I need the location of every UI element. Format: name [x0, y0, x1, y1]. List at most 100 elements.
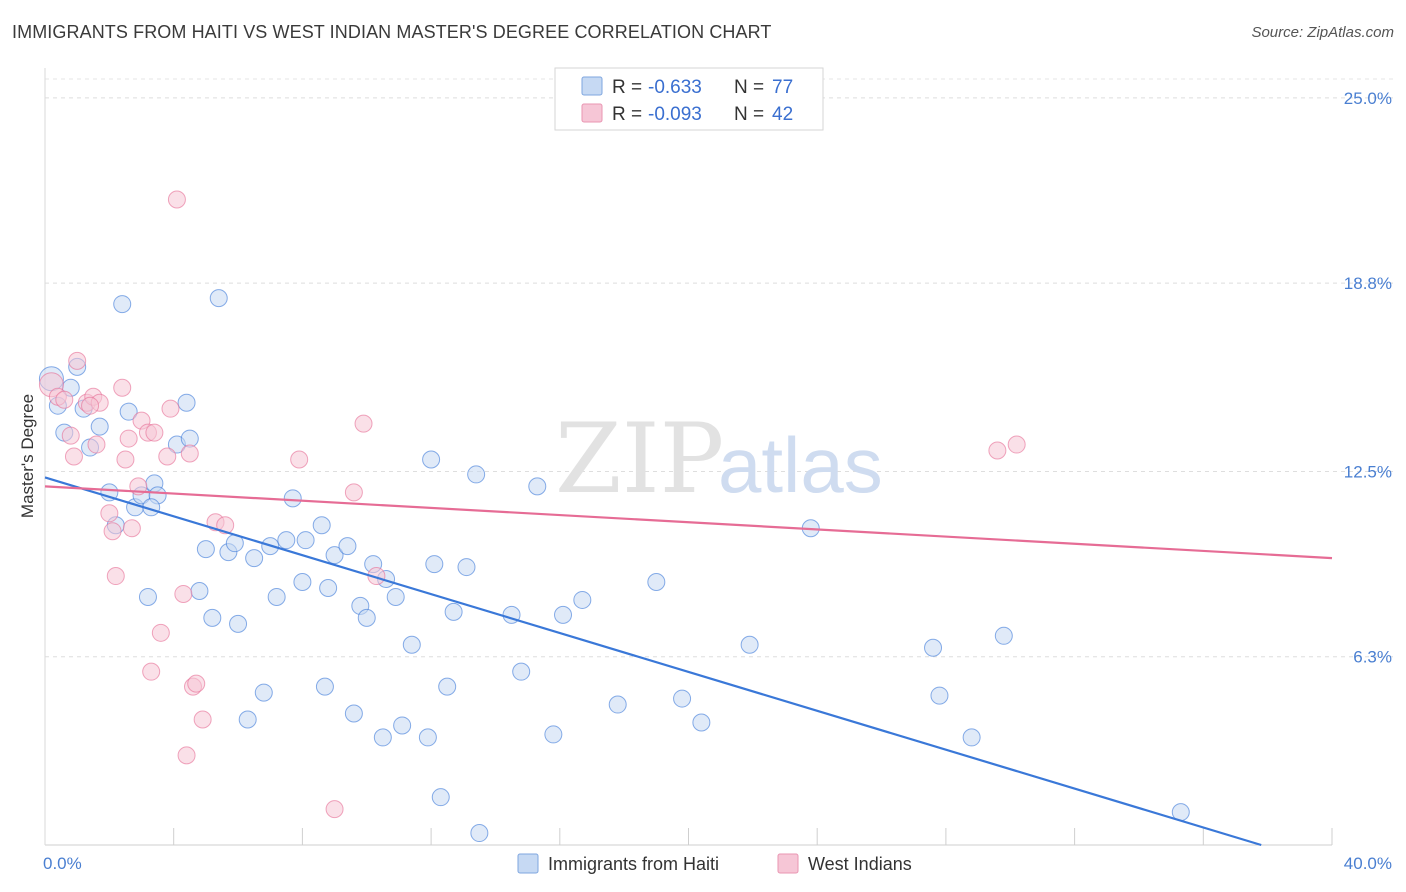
haiti-point-76 — [238, 710, 257, 729]
legend-n-value-2: 42 — [772, 104, 793, 125]
haiti-point-27 — [245, 549, 264, 568]
y-tick-label-3: 25.0% — [1344, 89, 1392, 108]
haiti-point-64 — [608, 695, 627, 714]
x-tick-marks — [173, 828, 1333, 845]
watermark: ZIP atlas — [555, 403, 883, 515]
trend-lines — [44, 476, 1333, 847]
haiti-point-44 — [373, 728, 392, 747]
west-indians-point-39 — [1007, 435, 1026, 454]
haiti-point-50 — [422, 450, 441, 469]
haiti-point-38 — [325, 546, 344, 565]
west-indians-point-25 — [174, 584, 193, 603]
legend-swatch-blue — [581, 76, 603, 96]
haiti-point-30 — [267, 587, 286, 606]
legend-r-label-1: R = — [612, 77, 642, 98]
west-indians-point-34 — [325, 800, 344, 819]
west-indians-point-33 — [290, 450, 309, 469]
haiti-point-15 — [113, 295, 132, 314]
west-indians-point-4 — [64, 447, 83, 466]
west-indians-point-40 — [81, 396, 100, 415]
west-indians-point-14 — [116, 450, 135, 469]
west-indians-point-20 — [142, 662, 161, 681]
haiti-point-54 — [444, 602, 463, 621]
west-indians-point-2 — [55, 390, 74, 409]
y-axis-label: Master's Degree — [18, 394, 37, 518]
haiti-point-53 — [438, 677, 457, 696]
haiti-point-61 — [544, 725, 563, 744]
west-indians-point-3 — [61, 426, 80, 445]
west-indians-point-36 — [354, 414, 373, 433]
gridlines — [45, 78, 1394, 658]
source-note: Source: ZipAtlas.com — [1251, 24, 1394, 41]
haiti-point-36 — [315, 677, 334, 696]
legend-swatch-pink — [581, 103, 603, 123]
watermark-atlas: atlas — [718, 421, 883, 509]
west-indians-point-29 — [193, 710, 212, 729]
haiti-point-70 — [924, 638, 943, 657]
west-indians-point-21 — [151, 623, 170, 642]
bottom-legend-label-west-indians: West Indians — [808, 854, 912, 874]
haiti-point-46 — [386, 587, 405, 606]
haiti-point-71 — [930, 686, 949, 705]
haiti-point-62 — [554, 605, 573, 624]
west-indians-point-8 — [87, 435, 106, 454]
haiti-point-21 — [190, 581, 209, 600]
haiti-point-22 — [196, 540, 215, 559]
haiti-point-8 — [119, 402, 138, 421]
legend-r-value-2: -0.093 — [648, 104, 702, 125]
haiti-point-59 — [512, 662, 531, 681]
haiti-point-67 — [692, 713, 711, 732]
haiti-point-52 — [431, 788, 450, 807]
y-tick-labels: 6.3% 12.5% 18.8% 25.0% — [1344, 89, 1392, 667]
legend-n-value-1: 77 — [772, 77, 793, 98]
west-indians-point-5 — [68, 351, 87, 370]
x-tick-label-max: 40.0% — [1344, 854, 1392, 873]
haiti-point-26 — [229, 614, 248, 633]
haiti-point-51 — [425, 555, 444, 574]
west-indians-point-38 — [988, 441, 1007, 460]
bottom-legend: Immigrants from Haiti West Indians — [517, 853, 912, 874]
bottom-legend-swatch-west-indians — [777, 853, 799, 874]
watermark-zip: ZIP — [555, 403, 724, 515]
haiti-point-55 — [457, 558, 476, 577]
west-indians-point-23 — [161, 399, 180, 418]
west-indians-point-41 — [145, 423, 164, 442]
west-indians-point-15 — [119, 429, 138, 448]
west-indians-point-16 — [122, 519, 141, 538]
haiti-point-48 — [402, 635, 421, 654]
legend: R = -0.633 N = 77 R = -0.093 N = 42 — [554, 67, 824, 131]
haiti-point-40 — [344, 704, 363, 723]
legend-n-label-1: N = — [734, 77, 764, 98]
west-indians-point-22 — [158, 447, 177, 466]
haiti-trend-line — [44, 476, 1262, 847]
haiti-point-72 — [962, 728, 981, 747]
legend-r-label-2: R = — [612, 104, 642, 125]
haiti-point-73 — [994, 626, 1013, 645]
haiti-point-63 — [573, 590, 592, 609]
y-tick-label-2: 18.8% — [1344, 274, 1392, 293]
west-indians-point-10 — [100, 504, 119, 523]
haiti-point-49 — [418, 728, 437, 747]
scatter-points — [38, 190, 1190, 843]
x-tick-label-min: 0.0% — [43, 854, 82, 873]
bottom-legend-swatch-haiti — [517, 853, 539, 874]
haiti-point-75 — [138, 587, 157, 606]
haiti-point-47 — [393, 716, 412, 735]
haiti-point-31 — [277, 531, 296, 550]
west-indians-point-13 — [113, 378, 132, 397]
haiti-point-28 — [254, 683, 273, 702]
west-indians-point-24 — [167, 190, 186, 209]
legend-r-value-1: -0.633 — [648, 77, 702, 98]
chart-title: IMMIGRANTS FROM HAITI VS WEST INDIAN MAS… — [12, 22, 772, 42]
haiti-point-7 — [90, 417, 109, 436]
haiti-point-57 — [470, 824, 489, 843]
haiti-point-34 — [296, 531, 315, 550]
bottom-legend-label-haiti: Immigrants from Haiti — [548, 854, 719, 874]
haiti-point-23 — [203, 608, 222, 627]
haiti-point-37 — [319, 578, 338, 597]
west-indians-point-11 — [103, 522, 122, 541]
west-indians-point-26 — [180, 444, 199, 463]
haiti-point-65 — [647, 573, 666, 592]
y-tick-label-0: 6.3% — [1353, 648, 1392, 667]
legend-n-label-2: N = — [734, 104, 764, 125]
